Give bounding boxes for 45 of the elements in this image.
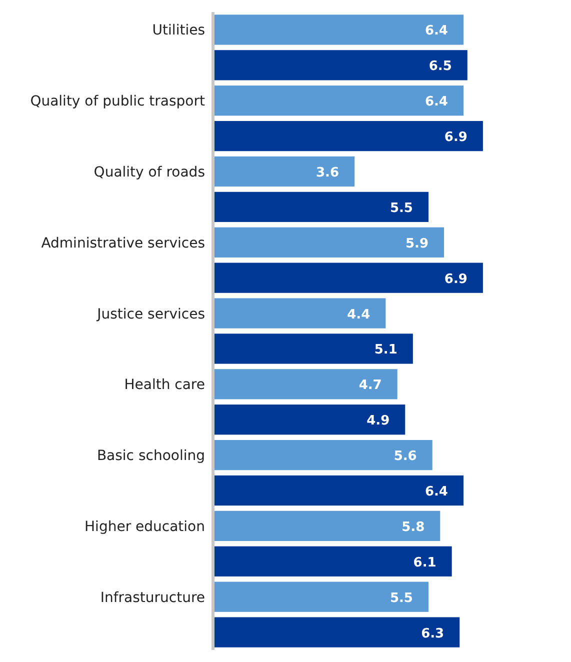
data-label: 6.3 [421,626,444,642]
data-label: 6.4 [424,24,448,39]
data-label: 5.6 [394,449,417,464]
y-tick-label: Justice services [96,306,205,322]
data-label: 5.8 [402,520,425,535]
bar [214,440,432,470]
data-label: 6.9 [444,130,468,146]
bar [214,120,483,152]
data-label: 4.4 [347,307,370,322]
bar [214,86,464,116]
data-label: 5.9 [406,236,429,252]
bar [214,156,355,187]
y-tick-label: Quality of public trasport [30,94,206,110]
bar [214,617,460,648]
y-tick-label: Higher education [84,518,205,535]
y-tick-label: Quality of roads [94,164,205,180]
data-label: 6.1 [413,555,436,570]
data-label: 5.5 [390,590,413,606]
bar [214,262,483,293]
bar [214,369,398,400]
data-label: 6.9 [444,272,468,287]
bar [214,334,413,364]
data-label: 4.9 [366,414,390,429]
data-label: 5.5 [390,200,413,216]
data-label: 3.6 [316,166,340,180]
y-tick-label: Infrasturucture [100,590,205,606]
y-tick-label: Utilities [152,22,205,39]
bar [214,50,468,80]
bar [214,582,428,612]
bar [214,192,428,222]
data-label: 4.7 [358,378,382,394]
bar [214,14,464,45]
bar [214,404,406,435]
data-label: 6.4 [424,484,448,500]
bar [214,227,444,258]
y-tick-label: Administrative services [41,235,205,252]
data-label: 6.4 [424,94,448,110]
bar [214,298,386,328]
data-label: 6.5 [428,59,452,74]
y-tick-label: Health care [124,377,205,394]
bar [214,475,464,506]
y-tick-label: Basic schooling [96,448,205,464]
bar [214,510,440,542]
bar [214,546,452,576]
data-label: 5.1 [374,342,398,358]
